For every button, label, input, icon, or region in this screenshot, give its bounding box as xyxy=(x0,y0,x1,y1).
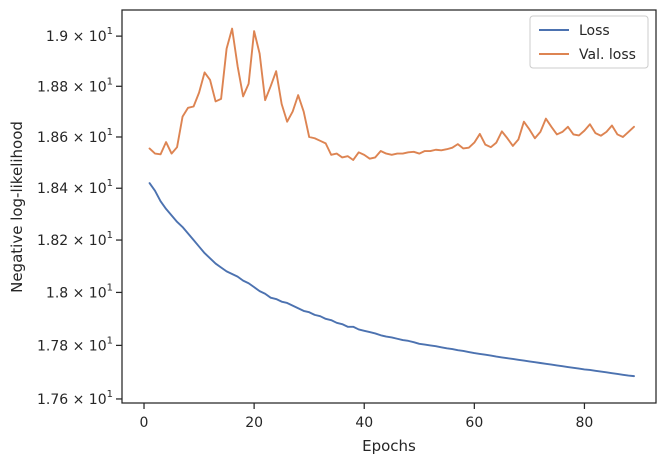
legend: Loss Val. loss xyxy=(529,15,649,69)
legend-label-loss: Loss xyxy=(579,23,610,39)
plot-frame xyxy=(121,9,657,404)
x-axis-title: Epochs xyxy=(362,437,416,455)
x-tick-label: 20 xyxy=(245,415,263,431)
y-axis-title: Negative log-likelihood xyxy=(8,121,26,293)
x-tick-label: 80 xyxy=(576,415,594,431)
y-tick-label: 1.9 × 101 xyxy=(46,26,113,45)
y-tick-label: 1.76 × 101 xyxy=(37,389,113,408)
y-axis-ticks: 1.76 × 101 1.78 × 101 1.8 × 101 1.82 × 101 1… xyxy=(37,26,122,408)
x-tick-label: 60 xyxy=(465,415,483,431)
x-axis-ticks: 0 20 40 60 80 xyxy=(140,403,594,431)
series-group xyxy=(148,27,635,378)
series-line-val-loss xyxy=(148,27,635,161)
x-tick-label: 40 xyxy=(355,415,373,431)
y-tick-label: 1.78 × 101 xyxy=(37,335,113,354)
y-tick-label: 1.86 × 101 xyxy=(37,127,113,146)
legend-label-val-loss: Val. loss xyxy=(579,47,636,63)
series-line-loss xyxy=(148,182,635,378)
y-tick-label: 1.84 × 101 xyxy=(37,178,113,197)
y-tick-label: 1.82 × 101 xyxy=(37,230,113,249)
y-tick-label: 1.8 × 101 xyxy=(46,282,113,301)
y-tick-label: 1.88 × 101 xyxy=(37,76,113,95)
x-tick-label: 0 xyxy=(140,415,149,431)
